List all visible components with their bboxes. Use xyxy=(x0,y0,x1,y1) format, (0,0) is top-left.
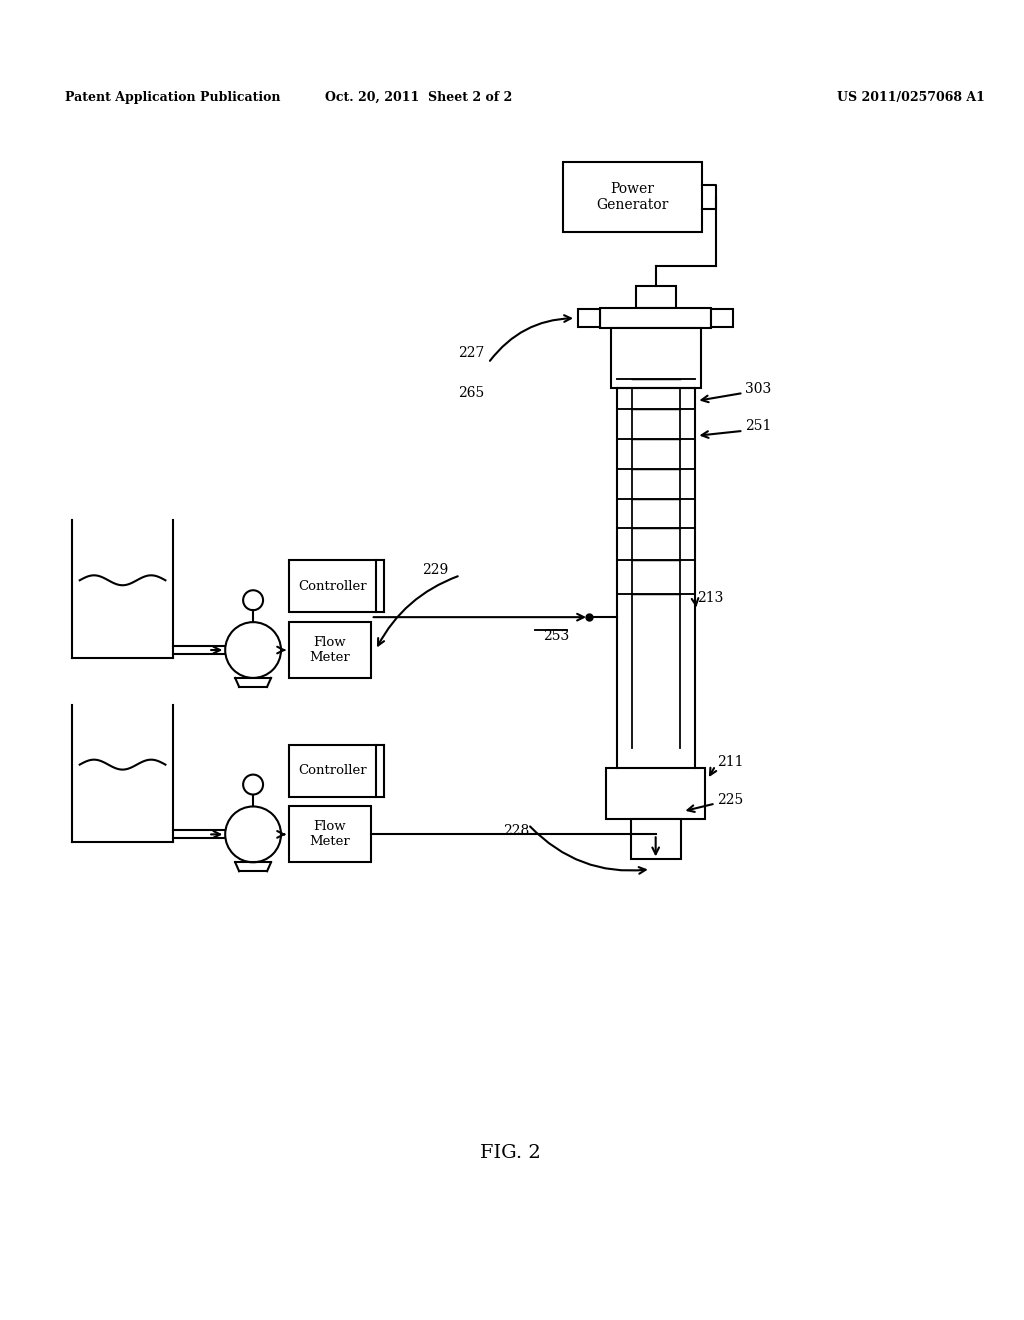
FancyBboxPatch shape xyxy=(289,561,376,612)
FancyBboxPatch shape xyxy=(600,309,712,329)
Text: 213: 213 xyxy=(697,591,724,606)
FancyBboxPatch shape xyxy=(578,309,600,327)
Text: 253: 253 xyxy=(543,630,569,643)
Text: Controller: Controller xyxy=(298,764,367,777)
FancyBboxPatch shape xyxy=(289,744,376,796)
Text: Controller: Controller xyxy=(298,579,367,593)
Text: 303: 303 xyxy=(745,381,772,396)
Text: 228: 228 xyxy=(503,825,529,838)
Text: 229: 229 xyxy=(423,564,449,577)
Text: FIG. 2: FIG. 2 xyxy=(480,1144,541,1162)
FancyBboxPatch shape xyxy=(631,820,681,859)
FancyBboxPatch shape xyxy=(289,622,371,678)
Text: Flow
Meter: Flow Meter xyxy=(309,636,350,664)
Text: 251: 251 xyxy=(745,418,772,433)
Text: Flow
Meter: Flow Meter xyxy=(309,820,350,849)
FancyBboxPatch shape xyxy=(606,768,706,820)
FancyBboxPatch shape xyxy=(636,286,676,309)
Text: Power
Generator: Power Generator xyxy=(597,182,669,211)
Text: 265: 265 xyxy=(459,385,484,400)
Text: US 2011/0257068 A1: US 2011/0257068 A1 xyxy=(837,91,985,103)
Text: 225: 225 xyxy=(718,792,743,807)
Text: 211: 211 xyxy=(718,755,744,768)
FancyBboxPatch shape xyxy=(289,807,371,862)
Text: Patent Application Publication: Patent Application Publication xyxy=(65,91,281,103)
FancyBboxPatch shape xyxy=(563,162,702,231)
FancyBboxPatch shape xyxy=(611,329,700,388)
Text: Oct. 20, 2011  Sheet 2 of 2: Oct. 20, 2011 Sheet 2 of 2 xyxy=(325,91,512,103)
Text: 227: 227 xyxy=(459,346,484,360)
FancyBboxPatch shape xyxy=(712,309,733,327)
